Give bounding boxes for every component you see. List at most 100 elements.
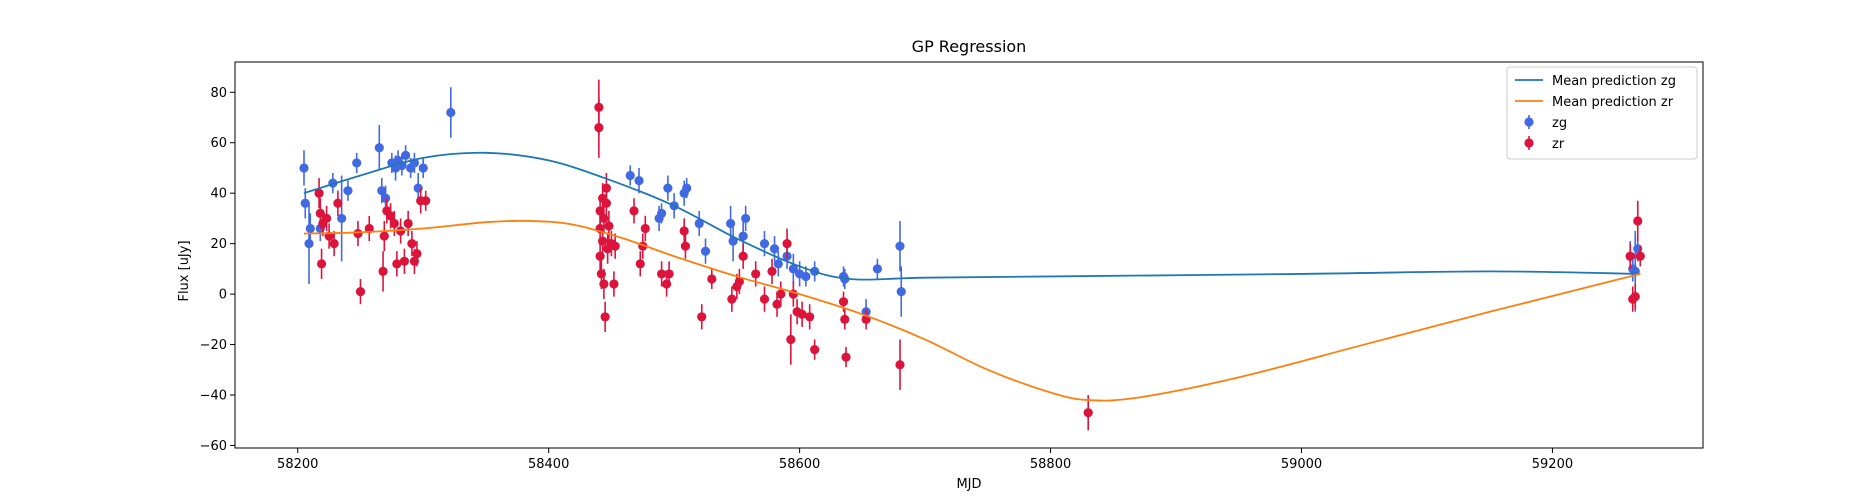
data-point-zg xyxy=(300,198,310,208)
data-point-zr xyxy=(629,206,639,216)
data-point-zg xyxy=(337,213,347,224)
data-point-zr xyxy=(776,289,786,299)
series-line-mean-prediction-zg xyxy=(303,151,1641,281)
data-point-zr xyxy=(734,276,744,287)
data-point-zg xyxy=(738,231,748,241)
data-point-zr xyxy=(786,334,796,345)
data-point-zr xyxy=(841,352,851,362)
data-point-zr xyxy=(610,241,620,251)
data-point-zr xyxy=(600,312,610,322)
data-point-zr xyxy=(640,223,650,234)
data-point-zr xyxy=(1625,251,1635,261)
data-point-zr xyxy=(664,269,674,279)
data-point-zr xyxy=(353,228,363,239)
legend-swatch-zr xyxy=(1524,138,1534,148)
y-tick-label: −20 xyxy=(200,338,227,353)
data-point-zg xyxy=(304,239,314,249)
data-point-zg xyxy=(299,163,309,173)
data-point-zg xyxy=(769,244,780,254)
data-point-zr xyxy=(805,312,815,322)
data-point-zr xyxy=(810,345,820,355)
data-point-zr xyxy=(321,213,332,224)
data-point-zr xyxy=(421,196,431,206)
data-point-zr xyxy=(1633,216,1643,226)
data-point-zr xyxy=(895,360,905,370)
data-point-zr xyxy=(751,269,761,279)
data-point-zr xyxy=(314,188,324,198)
x-tick-label: 58200 xyxy=(277,457,318,472)
data-point-zg xyxy=(352,158,362,168)
data-point-zr xyxy=(840,314,850,324)
x-tick-label: 58400 xyxy=(528,457,569,472)
data-point-zr xyxy=(1083,408,1093,418)
data-point-zr xyxy=(598,236,608,246)
plot-area: 58200 58400 58600 58800 59000 59200 −60 −40 −20 0… xyxy=(200,61,1704,472)
data-point-zr xyxy=(385,211,396,221)
data-point-zr xyxy=(1630,292,1640,302)
data-point-zr xyxy=(738,251,748,261)
data-point-zg xyxy=(759,239,770,249)
data-point-zr xyxy=(407,239,417,249)
y-tick-label: 80 xyxy=(210,86,227,101)
data-point-zg xyxy=(305,223,315,234)
legend-label-mean-prediction-zr: Mean prediction zr xyxy=(1552,95,1674,110)
data-point-zr xyxy=(1635,251,1645,261)
y-tick-label: −60 xyxy=(200,439,227,454)
data-point-zg xyxy=(741,213,751,224)
data-point-zr xyxy=(680,241,691,251)
data-point-zr xyxy=(604,221,614,231)
x-axis-label: MJD xyxy=(956,477,981,492)
y-tick-label: 60 xyxy=(210,136,227,151)
data-point-zg xyxy=(896,286,906,297)
data-point-zr xyxy=(609,279,619,289)
data-point-zr xyxy=(389,218,399,229)
y-tick-label: 0 xyxy=(219,288,227,303)
data-point-zr xyxy=(364,223,374,234)
x-tick-label: 59200 xyxy=(1532,457,1573,472)
legend-box xyxy=(1506,66,1698,160)
data-point-zg xyxy=(446,107,456,118)
data-point-zg xyxy=(380,193,391,203)
data-point-zg xyxy=(682,183,692,193)
x-tick-label: 58800 xyxy=(1030,457,1071,472)
data-point-zg xyxy=(343,186,353,196)
y-tick-label: 40 xyxy=(210,187,227,202)
data-point-zr xyxy=(392,259,402,269)
data-point-zg xyxy=(700,246,711,256)
data-point-zr xyxy=(656,269,667,279)
data-point-zr xyxy=(782,239,792,249)
data-point-zr xyxy=(379,231,389,241)
data-point-zg xyxy=(773,259,783,269)
data-point-zr xyxy=(403,218,413,229)
data-point-zr xyxy=(329,239,339,249)
data-point-zr xyxy=(797,309,807,319)
data-point-zr xyxy=(601,183,611,193)
legend-label-zr: zr xyxy=(1552,137,1565,152)
data-point-zr xyxy=(316,259,327,269)
y-tick-label: 20 xyxy=(210,237,227,252)
data-point-zg xyxy=(801,271,811,282)
data-point-zr xyxy=(635,259,645,269)
data-point-zr xyxy=(333,198,343,208)
data-point-zr xyxy=(767,266,777,276)
data-point-zg xyxy=(872,264,883,274)
data-point-zr xyxy=(601,198,611,208)
data-layer xyxy=(299,79,1645,431)
y-tick-label: −40 xyxy=(200,389,227,404)
data-point-zr xyxy=(594,122,604,133)
data-point-zg xyxy=(694,218,704,229)
series-zr xyxy=(314,79,1645,431)
axes-frame xyxy=(234,61,1704,449)
data-point-zr xyxy=(697,312,707,322)
data-point-zr xyxy=(412,249,422,259)
data-point-zr xyxy=(378,266,388,276)
data-point-zr xyxy=(399,256,409,266)
legend-swatch-zg xyxy=(1524,117,1534,127)
data-point-zg xyxy=(663,183,673,193)
data-point-zg xyxy=(895,241,905,251)
legend-label-zg: zg xyxy=(1552,116,1567,131)
y-axis-label: Flux [uJy] xyxy=(177,240,192,301)
data-point-zg xyxy=(374,143,384,153)
data-point-zg xyxy=(634,175,644,186)
